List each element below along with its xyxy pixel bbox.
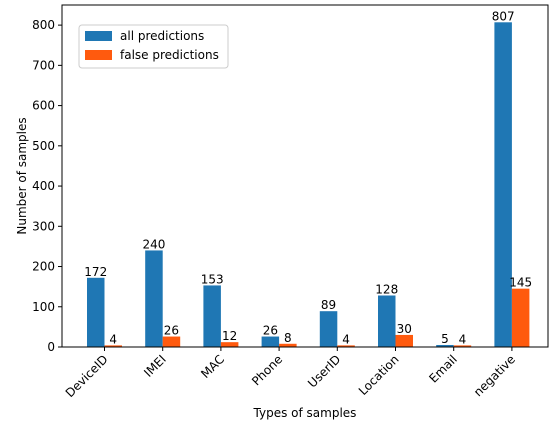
y-axis: 0 100 200 300 400 500 600 700 800 [32, 18, 62, 354]
y-tick-label-400: 400 [32, 179, 55, 193]
y-tick-label-600: 600 [32, 99, 55, 113]
bar-false-predictions-imei [162, 336, 181, 347]
bar-label-false-predictions-imei: 26 [164, 324, 179, 338]
bar-label-false-predictions-mac: 12 [222, 329, 237, 343]
y-tick-label-800: 800 [32, 18, 55, 32]
y-tick-label-200: 200 [32, 260, 55, 274]
bar-label-all-predictions-userid: 89 [321, 298, 336, 312]
bar-false-predictions-mac [220, 342, 239, 347]
bar-all-predictions-deviceid [87, 277, 105, 347]
bar-all-predictions-phone [261, 336, 280, 347]
x-axis-title: Types of samples [253, 406, 357, 420]
bar-label-all-predictions-location: 128 [375, 282, 398, 296]
x-tick-label-deviceid: DeviceID [63, 352, 111, 400]
bar-false-predictions-location [395, 334, 413, 347]
plot-frame [61, 4, 549, 348]
bars-layer [87, 22, 530, 347]
x-tick-label-phone: Phone [249, 352, 285, 388]
y-axis-title: Number of samples [15, 117, 29, 234]
legend: all predictions false predictions [78, 24, 229, 69]
x-tick-label-imei: IMEI [141, 352, 169, 380]
bar-false-predictions-phone [279, 343, 297, 347]
bar-label-all-predictions-mac: 153 [201, 272, 224, 286]
y-tick-label-500: 500 [32, 139, 55, 153]
bar-all-predictions-mac [203, 285, 221, 347]
bar-false-predictions-email [453, 345, 472, 347]
y-tick-label-300: 300 [32, 219, 55, 233]
x-tick-label-negative: negative [471, 352, 518, 399]
bar-label-all-predictions-phone: 26 [263, 324, 278, 338]
legend-frame [78, 24, 229, 69]
bar-label-false-predictions-userid: 4 [342, 332, 350, 346]
x-tick-label-email: Email [426, 352, 459, 385]
legend-label-all-predictions: all predictions [120, 29, 204, 43]
y-tick-label-700: 700 [32, 58, 55, 72]
bar-label-false-predictions-phone: 8 [284, 331, 292, 345]
bar-all-predictions-location [378, 295, 396, 347]
legend-swatch-false-predictions [85, 50, 112, 60]
y-tick-label-100: 100 [32, 300, 55, 314]
y-tick-label-0: 0 [47, 340, 55, 354]
bar-all-predictions-email [436, 344, 454, 347]
x-tick-label-location: Location [356, 352, 402, 398]
bar-all-predictions-imei [145, 250, 163, 347]
bar-label-false-predictions-deviceid: 4 [109, 332, 117, 346]
bar-label-false-predictions-email: 4 [459, 332, 467, 346]
bar-all-predictions-negative [494, 22, 512, 347]
bar-label-all-predictions-negative: 807 [492, 9, 515, 23]
bar-label-all-predictions-imei: 240 [142, 237, 165, 251]
bar-false-predictions-negative [511, 288, 530, 347]
legend-swatch-all-predictions [85, 31, 112, 41]
legend-label-false-predictions: false predictions [120, 48, 219, 62]
bar-label-all-predictions-email: 5 [441, 332, 449, 346]
bar-all-predictions-userid [319, 311, 338, 347]
x-tick-label-userid: UserID [305, 352, 343, 390]
bar-false-predictions-userid [337, 345, 355, 347]
x-axis: DeviceID IMEI MAC Phone UserID Location Email n… [63, 347, 518, 400]
bar-false-predictions-deviceid [104, 345, 122, 347]
bar-label-all-predictions-deviceid: 172 [84, 265, 107, 279]
bar-label-false-predictions-negative: 145 [509, 276, 532, 290]
bar-label-false-predictions-location: 30 [397, 322, 412, 336]
x-tick-label-mac: MAC [198, 352, 227, 381]
